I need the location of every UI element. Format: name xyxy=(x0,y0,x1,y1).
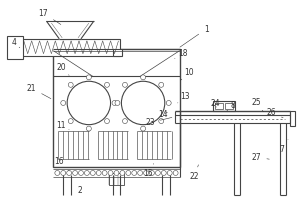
Text: 21: 21 xyxy=(27,84,51,99)
Circle shape xyxy=(90,171,95,175)
Circle shape xyxy=(104,82,110,87)
Bar xyxy=(7,36,23,59)
Circle shape xyxy=(68,82,73,87)
Circle shape xyxy=(86,75,91,80)
Circle shape xyxy=(115,100,120,105)
Text: 22: 22 xyxy=(190,165,199,181)
Circle shape xyxy=(96,171,101,175)
Circle shape xyxy=(114,171,119,175)
Circle shape xyxy=(102,171,107,175)
Text: 2: 2 xyxy=(78,186,82,195)
Bar xyxy=(213,101,235,111)
Circle shape xyxy=(68,119,73,124)
Text: 16: 16 xyxy=(55,157,69,171)
Circle shape xyxy=(61,171,66,175)
Circle shape xyxy=(167,171,172,175)
Circle shape xyxy=(166,100,171,105)
Text: 18: 18 xyxy=(175,49,187,59)
Bar xyxy=(225,103,233,109)
Polygon shape xyxy=(46,21,94,39)
Text: 27: 27 xyxy=(252,153,269,162)
Bar xyxy=(53,49,180,167)
Bar xyxy=(112,49,122,56)
Text: 26: 26 xyxy=(266,108,283,118)
Circle shape xyxy=(67,171,72,175)
Text: 17: 17 xyxy=(39,9,61,25)
Text: 14: 14 xyxy=(158,110,168,119)
Text: 13: 13 xyxy=(178,92,190,103)
Bar xyxy=(109,173,124,185)
Text: 11: 11 xyxy=(56,121,69,130)
Circle shape xyxy=(55,171,60,175)
Circle shape xyxy=(149,171,154,175)
Circle shape xyxy=(112,100,117,105)
Text: 4: 4 xyxy=(11,38,20,48)
Circle shape xyxy=(108,171,113,175)
Circle shape xyxy=(73,171,77,175)
Text: 8: 8 xyxy=(227,101,235,111)
Circle shape xyxy=(173,171,178,175)
Circle shape xyxy=(141,75,146,80)
Circle shape xyxy=(86,126,91,131)
Circle shape xyxy=(132,171,137,175)
Circle shape xyxy=(159,82,164,87)
Circle shape xyxy=(122,82,128,87)
Circle shape xyxy=(61,100,66,105)
Text: 20: 20 xyxy=(56,63,69,75)
Circle shape xyxy=(79,171,83,175)
Circle shape xyxy=(122,119,128,124)
Text: 10: 10 xyxy=(181,68,194,80)
Circle shape xyxy=(122,81,165,125)
Circle shape xyxy=(141,126,146,131)
Bar xyxy=(290,111,295,126)
Text: 7: 7 xyxy=(280,139,288,154)
Text: 1: 1 xyxy=(180,24,208,47)
Circle shape xyxy=(161,171,166,175)
Circle shape xyxy=(84,171,89,175)
Circle shape xyxy=(155,171,160,175)
Circle shape xyxy=(126,171,131,175)
Text: 25: 25 xyxy=(252,98,263,112)
Text: 15: 15 xyxy=(143,164,154,178)
Circle shape xyxy=(159,119,164,124)
Circle shape xyxy=(138,171,142,175)
Circle shape xyxy=(144,171,148,175)
Circle shape xyxy=(120,171,125,175)
Text: 24: 24 xyxy=(210,99,220,108)
Text: 23: 23 xyxy=(145,117,172,127)
Bar xyxy=(20,39,120,56)
Circle shape xyxy=(67,81,111,125)
Bar xyxy=(215,103,223,109)
Circle shape xyxy=(104,119,110,124)
